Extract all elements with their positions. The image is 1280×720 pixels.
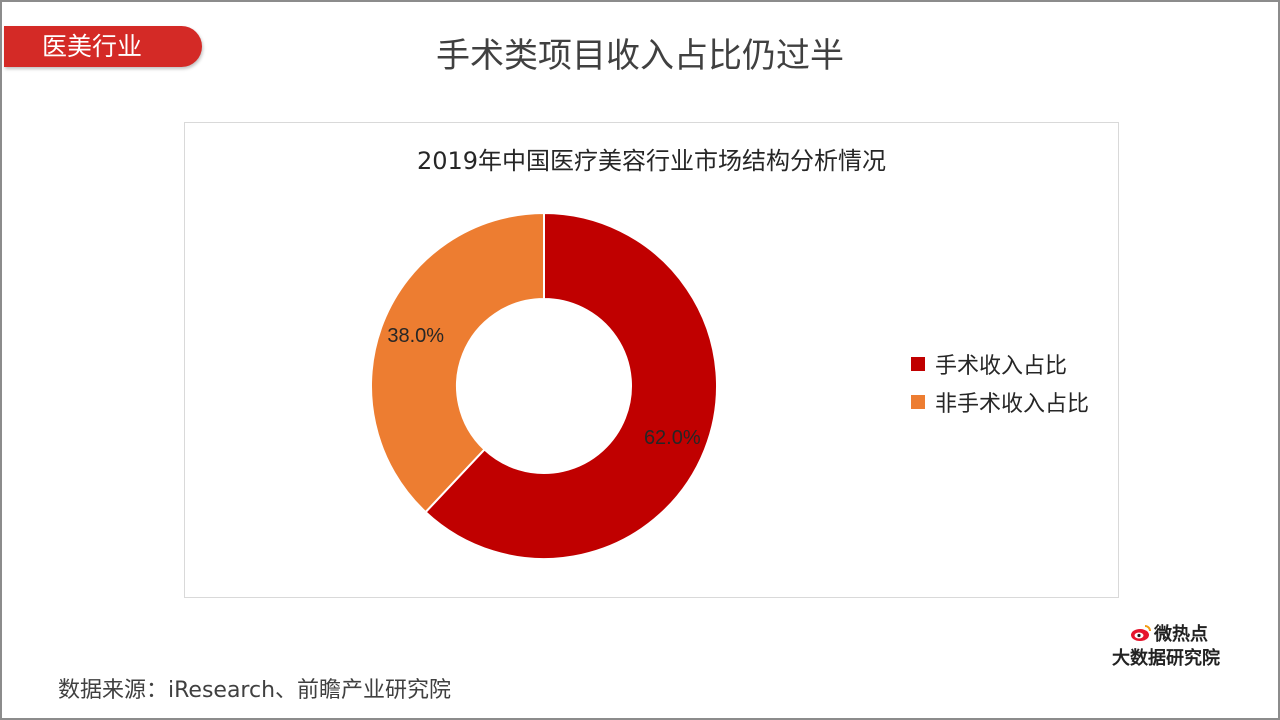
legend-item-surgical: 手术收入占比	[911, 345, 1089, 383]
brand-top-text: 微热点	[1154, 624, 1208, 645]
donut-data-label-1: 38.0%	[387, 325, 444, 347]
weibo-eye-icon	[1130, 624, 1152, 642]
chart-title: 2019年中国医疗美容行业市场结构分析情况	[416, 147, 887, 175]
donut-chart: 62.0% 38.0%	[369, 211, 718, 560]
chart-legend: 手术收入占比 非手术收入占比	[911, 345, 1089, 421]
chart-container: 2019年中国医疗美容行业市场结构分析情况 62.0% 38.0% 手术收入占比 …	[184, 122, 1119, 598]
brand-logo-top: 微热点	[1130, 620, 1208, 646]
legend-label-non-surgical: 非手术收入占比	[935, 392, 1090, 417]
legend-swatch-non-surgical	[911, 395, 925, 409]
section-tag-label: 医美行业	[42, 32, 143, 61]
legend-swatch-surgical	[911, 357, 925, 371]
donut-data-label-0: 62.0%	[644, 427, 701, 449]
legend-item-non-surgical: 非手术收入占比	[911, 383, 1089, 421]
data-source-note: 数据来源：iResearch、前瞻产业研究院	[58, 678, 452, 703]
page-title: 手术类项目收入占比仍过半	[436, 36, 844, 76]
brand-bottom-text: 大数据研究院	[1112, 648, 1220, 669]
section-tag: 医美行业	[4, 26, 202, 67]
brand-logo: 微热点 大数据研究院	[1110, 620, 1240, 670]
legend-label-surgical: 手术收入占比	[935, 354, 1068, 379]
donut-slice-0	[424, 211, 718, 560]
donut-slice-1	[369, 211, 545, 514]
